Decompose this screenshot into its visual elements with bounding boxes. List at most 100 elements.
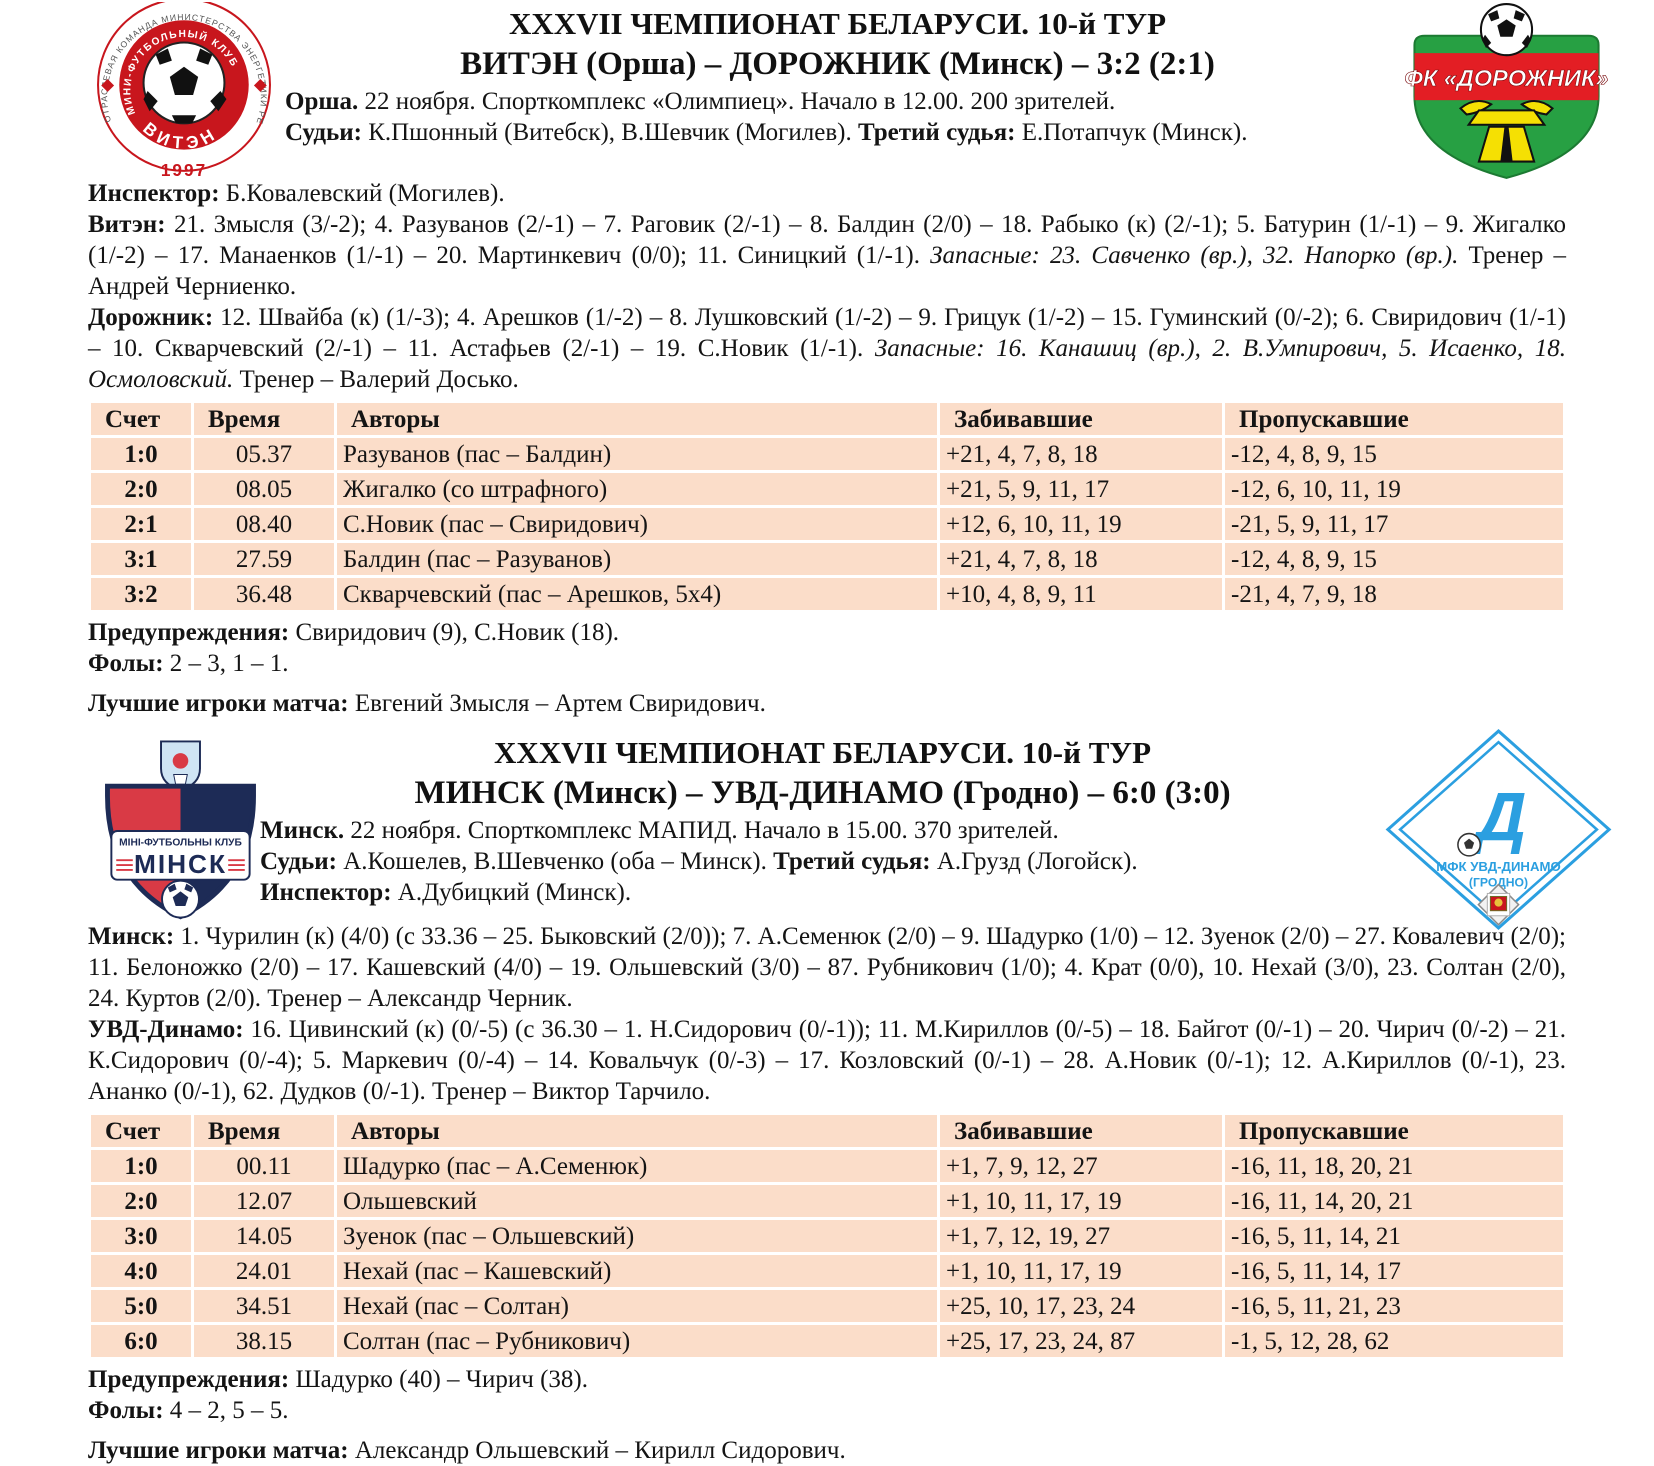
match1-inspector-line: Инспектор: Б.Ковалевский (Могилев).: [88, 178, 1566, 209]
score-cell: 3:1: [91, 543, 191, 575]
scored-cell: +1, 7, 9, 12, 27: [940, 1150, 1222, 1182]
match2-best-players-line: Лучшие игроки матча: Александр Ольшевски…: [88, 1435, 1566, 1466]
time-cell: 27.59: [194, 543, 334, 575]
time-cell: 08.05: [194, 473, 334, 505]
table-row: 2:0 08.05 Жигалко (со штрафного) +21, 5, 9,…: [91, 473, 1563, 505]
authors-cell: С.Новик (пас – Свиридович): [337, 508, 937, 540]
score-cell: 2:1: [91, 508, 191, 540]
uvd-dinamo-logo-icon: Д МФК УВД-ДИНАМО (ГРОДНО): [1385, 729, 1612, 930]
authors-cell: Нехай (пас – Кашевский): [337, 1255, 937, 1287]
away-team-label: УВД-Динамо:: [88, 1016, 244, 1043]
conceded-cell: -12, 4, 8, 9, 15: [1225, 543, 1563, 575]
match1-header-block: XXXVII ЧЕМПИОНАТ БЕЛАРУСИ. 10-й ТУР ВИТЭ…: [285, 4, 1390, 178]
match2-venue-line: Минск. 22 ноября. Спорткомплекс МАПИД. Н…: [260, 815, 1385, 846]
table-row: 1:0 05.37 Разуванов (пас – Балдин) +21, 4, …: [91, 438, 1563, 470]
inspector-text: Б.Ковалевский (Могилев).: [225, 180, 505, 207]
time-cell: 38.15: [194, 1325, 334, 1357]
authors-cell: Шадурко (пас – А.Семенюк): [337, 1150, 937, 1182]
table-row: 1:0 00.11 Шадурко (пас – А.Семенюк) +1, 7, …: [91, 1150, 1563, 1182]
fouls-label: Фолы:: [88, 650, 164, 677]
venue-label: Минск.: [260, 817, 345, 844]
uvd-name-text: МФК УВД-ДИНАМО: [1436, 859, 1560, 874]
uvd-crest: [1477, 883, 1520, 926]
score-cell: 2:0: [91, 473, 191, 505]
home-team-label: Минск:: [88, 923, 175, 950]
scored-cell: +21, 4, 7, 8, 18: [940, 438, 1222, 470]
match1-title: XXXVII ЧЕМПИОНАТ БЕЛАРУСИ. 10-й ТУР: [508, 6, 1167, 41]
inspector-label: Инспектор:: [260, 879, 392, 906]
time-cell: 14.05: [194, 1220, 334, 1252]
table-row: 4:0 24.01 Нехай (пас – Кашевский) +1, 10, 1…: [91, 1255, 1563, 1287]
match2-header-block: XXXVII ЧЕМПИОНАТ БЕЛАРУСИ. 10-й ТУР МИНС…: [260, 733, 1385, 921]
best-label: Лучшие игроки матча:: [88, 1437, 349, 1464]
conceded-cell: -21, 5, 9, 11, 17: [1225, 508, 1563, 540]
scored-cell: +21, 5, 9, 11, 17: [940, 473, 1222, 505]
fouls-label: Фолы:: [88, 1397, 164, 1424]
time-cell: 36.48: [194, 578, 334, 610]
minsk-club-type-text: МІНІ-ФУТБОЛЬНЫ КЛУБ: [119, 838, 242, 849]
conceded-cell: -16, 5, 11, 14, 17: [1225, 1255, 1563, 1287]
minsk-name-text: МІНСК: [134, 849, 227, 879]
away-roster-coach: Тренер – Валерий Досько.: [239, 366, 519, 393]
conceded-cell: -16, 11, 18, 20, 21: [1225, 1150, 1563, 1182]
score-cell: 5:0: [91, 1290, 191, 1322]
time-cell: 08.40: [194, 508, 334, 540]
venue-label: Орша.: [285, 88, 359, 115]
scored-cell: +1, 7, 12, 19, 27: [940, 1220, 1222, 1252]
match1-subtitle: ВИТЭН (Орша) – ДОРОЖНИК (Минск) – 3:2 (2…: [460, 46, 1215, 82]
table-row: 3:1 27.59 Балдин (пас – Разуванов) +21, 4, …: [91, 543, 1563, 575]
authors-cell: Зуенок (пас – Ольшевский): [337, 1220, 937, 1252]
scored-cell: +10, 4, 8, 9, 11: [940, 578, 1222, 610]
match2-report: МІНІ-ФУТБОЛЬНЫ КЛУБ МІНСК Д МФК УВД-ДИНА…: [0, 719, 1654, 1466]
match1-home-roster: Витэн: 21. Змысля (3/-2); 4. Разуванов (…: [88, 209, 1566, 302]
referees-label: Судьи:: [285, 119, 362, 146]
scored-cell: +1, 10, 11, 17, 19: [940, 1255, 1222, 1287]
authors-cell: Разуванов (пас – Балдин): [337, 438, 937, 470]
best-text: Александр Ольшевский – Кирилл Сидорович.: [354, 1437, 846, 1464]
home-roster-main: 1. Чурилин (к) (4/0) (с 33.36 – 25. Быко…: [88, 923, 1567, 1012]
authors-cell: Ольшевский: [337, 1185, 937, 1217]
referees-text: К.Пшонный (Витебск), В.Шевчик (Могилев).: [368, 119, 852, 146]
away-roster-subs: Запасные: 16. Канашиц (вр.), 2. В.Умпиро…: [88, 335, 1566, 393]
match1-warnings-line: Предупреждения: Свиридович (9), С.Новик …: [88, 617, 1566, 648]
warnings-text: Шадурко (40) – Чирич (38).: [295, 1366, 588, 1393]
dorozhnik-logo-icon: ФК «ДОРОЖНИК»: [1404, 3, 1609, 179]
match2-subtitle: МИНСК (Минск) – УВД-ДИНАМО (Гродно) – 6:…: [414, 775, 1231, 811]
viten-logo-icon: ОТРАСЛЕВАЯ КОМАНДА МИНИСТЕРСТВА ЭНЕРГЕТИ…: [91, 0, 271, 180]
scored-cell: +25, 10, 17, 23, 24: [940, 1290, 1222, 1322]
venue-text: 22 ноября. Спорткомплекс «Олимпиец». Нач…: [364, 88, 1116, 115]
home-roster-subs: Запасные: 23. Савченко (вр.), 32. Напорк…: [930, 242, 1459, 269]
home-roster-main: 21. Змысля (3/-2); 4. Разуванов (2/-1) –…: [88, 211, 1567, 269]
col-scored: Забивавшие: [940, 1115, 1222, 1147]
table-row: 5:0 34.51 Нехай (пас – Солтан) +25, 10, 17,…: [91, 1290, 1563, 1322]
score-cell: 6:0: [91, 1325, 191, 1357]
score-cell: 1:0: [91, 438, 191, 470]
time-cell: 05.37: [194, 438, 334, 470]
best-label: Лучшие игроки матча:: [88, 690, 349, 717]
match2-away-roster: УВД-Динамо: 16. Цивинский (к) (0/-5) (с …: [88, 1014, 1566, 1107]
col-time: Время: [194, 403, 334, 435]
time-cell: 34.51: [194, 1290, 334, 1322]
viten-year-text: 1997: [161, 160, 207, 180]
conceded-cell: -12, 6, 10, 11, 19: [1225, 473, 1563, 505]
third-ref-text: А.Грузд (Логойск).: [936, 848, 1138, 875]
conceded-cell: -16, 5, 11, 21, 23: [1225, 1290, 1563, 1322]
match2-warnings-line: Предупреждения: Шадурко (40) – Чирич (38…: [88, 1364, 1566, 1395]
fouls-text: 2 – 3, 1 – 1.: [169, 650, 289, 677]
match1-referees-line: Судьи: К.Пшонный (Витебск), В.Шевчик (Мо…: [285, 117, 1390, 148]
away-roster-coach: Тренер – Виктор Тарчило.: [432, 1078, 711, 1105]
match1-goals-table: Счет Время Авторы Забивавшие Пропускавши…: [88, 400, 1566, 613]
viten-logo: ОТРАСЛЕВАЯ КОМАНДА МИНИСТЕРСТВА ЭНЕРГЕТИ…: [84, 0, 284, 188]
col-conceded: Пропускавшие: [1225, 403, 1563, 435]
conceded-cell: -1, 5, 12, 28, 62: [1225, 1325, 1563, 1357]
match1-away-roster: Дорожник: 12. Швайба (к) (1/-3); 4. Ареш…: [88, 302, 1566, 395]
venue-text: 22 ноября. Спорткомплекс МАПИД. Начало в…: [350, 817, 1059, 844]
third-ref-label: Третий судья:: [773, 848, 931, 875]
time-cell: 24.01: [194, 1255, 334, 1287]
table-header-row: Счет Время Авторы Забивавшие Пропускавши…: [91, 1115, 1563, 1147]
best-text: Евгений Змысля – Артем Свиридович.: [354, 690, 766, 717]
score-cell: 3:2: [91, 578, 191, 610]
match1-best-players-line: Лучшие игроки матча: Евгений Змысля – Ар…: [88, 688, 1566, 719]
uvd-city-text: (ГРОДНО): [1469, 875, 1528, 889]
dorozhnik-name-text: ФК «ДОРОЖНИК»: [1404, 65, 1608, 91]
